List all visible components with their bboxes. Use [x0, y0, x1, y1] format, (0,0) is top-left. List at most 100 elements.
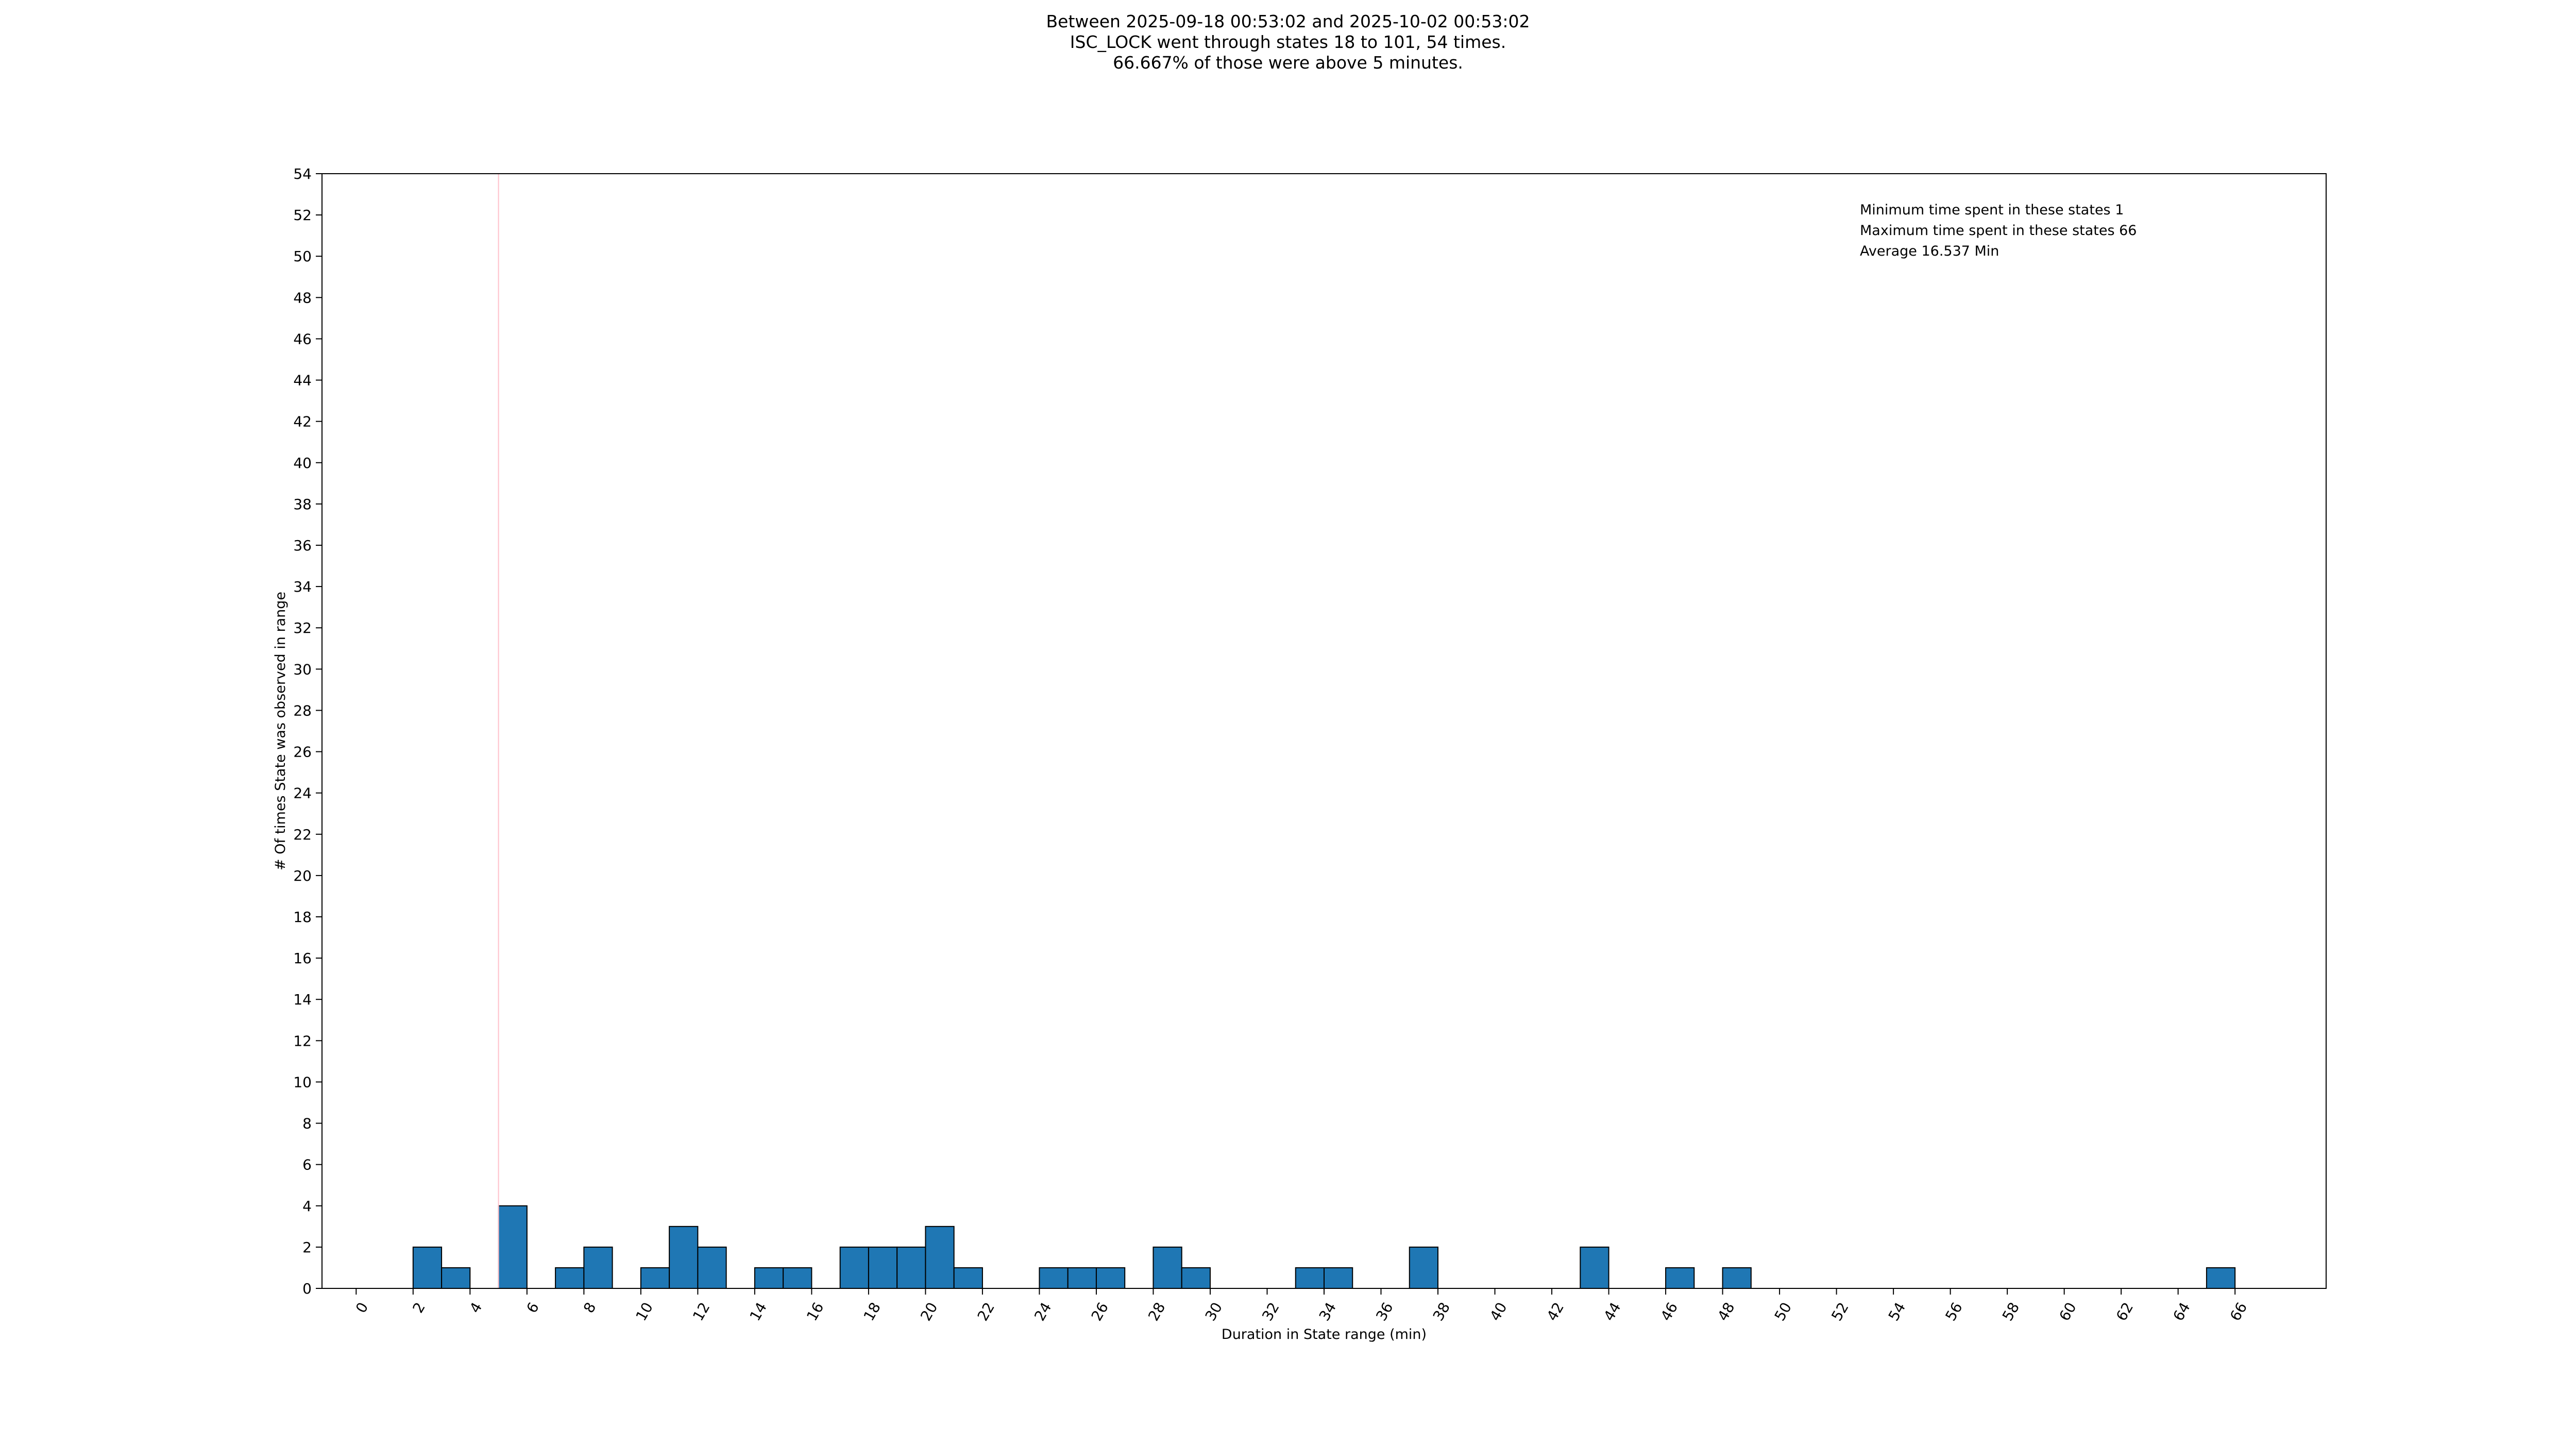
histogram-bar-25 [1067, 1267, 1097, 1289]
y-tick-label-52: 52 [293, 207, 312, 224]
plot-frame [321, 173, 2327, 1289]
y-tick-label-34: 34 [293, 578, 312, 595]
x-tick-label-62: 62 [2113, 1299, 2137, 1323]
histogram-bar-21 [953, 1267, 983, 1289]
y-tick-label-44: 44 [293, 372, 312, 389]
y-tick-label-0: 0 [302, 1280, 312, 1297]
y-tick-label-14: 14 [293, 991, 312, 1008]
x-tick-label-64: 64 [2170, 1299, 2193, 1323]
x-tick-label-46: 46 [1657, 1299, 1681, 1323]
x-tick-label-16: 16 [803, 1299, 827, 1323]
stats-annotation: Minimum time spent in these states 1 Max… [1860, 202, 2137, 259]
x-tick-label-8: 8 [580, 1299, 599, 1316]
y-tick-label-10: 10 [293, 1073, 312, 1090]
x-tick-label-56: 56 [1942, 1299, 1965, 1323]
x-tick-label-20: 20 [917, 1299, 941, 1323]
y-tick-label-40: 40 [293, 455, 312, 472]
histogram-bar-8 [583, 1246, 613, 1289]
x-tick-label-48: 48 [1714, 1299, 1738, 1323]
y-tick-label-30: 30 [293, 661, 312, 678]
y-tick-label-18: 18 [293, 909, 312, 926]
histogram-bar-48 [1722, 1267, 1752, 1289]
histogram-bar-15 [783, 1267, 812, 1289]
x-tick-label-54: 54 [1885, 1299, 1909, 1323]
x-tick-label-18: 18 [860, 1299, 884, 1323]
histogram-bar-7 [555, 1267, 585, 1289]
y-tick-label-26: 26 [293, 744, 312, 761]
y-tick-label-54: 54 [293, 165, 312, 182]
y-tick-label-32: 32 [293, 619, 312, 636]
y-tick-label-36: 36 [293, 537, 312, 554]
histogram-bar-10 [640, 1267, 670, 1289]
histogram-bar-14 [754, 1267, 784, 1289]
y-tick-label-2: 2 [302, 1239, 312, 1256]
y-tick-label-28: 28 [293, 702, 312, 719]
x-tick-label-40: 40 [1486, 1299, 1510, 1323]
histogram-bar-5 [498, 1205, 528, 1289]
y-tick-label-24: 24 [293, 785, 312, 802]
histogram-bar-65 [2206, 1267, 2236, 1289]
y-tick-label-22: 22 [293, 826, 312, 843]
x-tick-label-34: 34 [1316, 1299, 1340, 1323]
stats-average: Average 16.537 Min [1860, 243, 1999, 259]
x-tick-label-38: 38 [1430, 1299, 1453, 1323]
x-tick-label-4: 4 [466, 1299, 485, 1316]
y-tick-label-4: 4 [302, 1198, 312, 1215]
x-tick-label-66: 66 [2227, 1299, 2250, 1323]
y-tick-label-16: 16 [293, 950, 312, 967]
x-tick-label-12: 12 [689, 1299, 713, 1323]
histogram-bar-29 [1181, 1267, 1211, 1289]
histogram-bar-43 [1580, 1246, 1609, 1289]
x-tick-label-26: 26 [1088, 1299, 1112, 1323]
x-tick-label-52: 52 [1828, 1299, 1852, 1323]
y-tick-label-48: 48 [293, 289, 312, 306]
histogram-bar-19 [896, 1246, 926, 1289]
histogram-bar-37 [1409, 1246, 1439, 1289]
histogram-bar-2 [412, 1246, 443, 1289]
x-tick-label-30: 30 [1202, 1299, 1226, 1323]
histogram-bar-18 [868, 1246, 898, 1289]
y-tick-label-42: 42 [293, 413, 312, 430]
histogram-bar-17 [839, 1246, 869, 1289]
x-tick-label-6: 6 [523, 1299, 542, 1316]
y-tick-label-50: 50 [293, 248, 312, 265]
y-tick-label-46: 46 [293, 330, 312, 347]
y-axis-ticks: 0246810121416182022242628303234363840424… [293, 165, 322, 1297]
histogram-bar-20 [925, 1226, 955, 1289]
stats-min: Minimum time spent in these states 1 [1860, 202, 2124, 218]
x-tick-label-44: 44 [1600, 1299, 1624, 1323]
y-tick-label-38: 38 [293, 496, 312, 513]
chart-title: Between 2025-09-18 00:53:02 and 2025-10-… [0, 11, 2576, 73]
histogram-bar-26 [1095, 1267, 1126, 1289]
histogram-bar-33 [1295, 1267, 1325, 1289]
y-tick-label-8: 8 [302, 1115, 312, 1132]
bars-layer [412, 1205, 2236, 1289]
x-tick-label-28: 28 [1145, 1299, 1168, 1323]
y-tick-label-12: 12 [293, 1032, 312, 1049]
x-axis-label: Duration in State range (min) [1222, 1327, 1427, 1343]
x-tick-label-0: 0 [352, 1299, 371, 1316]
y-axis-label: # Of times State was observed in range [273, 592, 289, 870]
stats-max: Maximum time spent in these states 66 [1860, 223, 2137, 239]
x-tick-label-32: 32 [1259, 1299, 1282, 1323]
histogram-bar-11 [669, 1226, 699, 1289]
histogram-bar-46 [1665, 1267, 1695, 1289]
x-tick-label-2: 2 [409, 1299, 428, 1316]
y-tick-label-6: 6 [302, 1156, 312, 1173]
histogram-bar-34 [1324, 1267, 1353, 1289]
x-tick-label-42: 42 [1544, 1299, 1567, 1323]
x-tick-label-36: 36 [1372, 1299, 1396, 1323]
x-axis-ticks: 0 2 4 6 8 10 12 14 16 18 20 22 24 26 28 30 32 34 36 38 40 42 4… [352, 1288, 2250, 1324]
histogram-bar-28 [1153, 1246, 1182, 1289]
histogram-bar-3 [441, 1267, 471, 1289]
x-tick-label-10: 10 [633, 1299, 656, 1323]
x-tick-label-22: 22 [974, 1299, 998, 1323]
title-line-2: ISC_LOCK went through states 18 to 101, … [1070, 32, 1506, 52]
x-tick-label-60: 60 [2056, 1299, 2079, 1323]
x-tick-label-24: 24 [1031, 1299, 1055, 1323]
x-tick-label-14: 14 [747, 1299, 770, 1323]
y-tick-label-20: 20 [293, 867, 312, 884]
x-tick-label-58: 58 [1999, 1299, 2023, 1323]
title-line-3: 66.667% of those were above 5 minutes. [1113, 53, 1463, 73]
